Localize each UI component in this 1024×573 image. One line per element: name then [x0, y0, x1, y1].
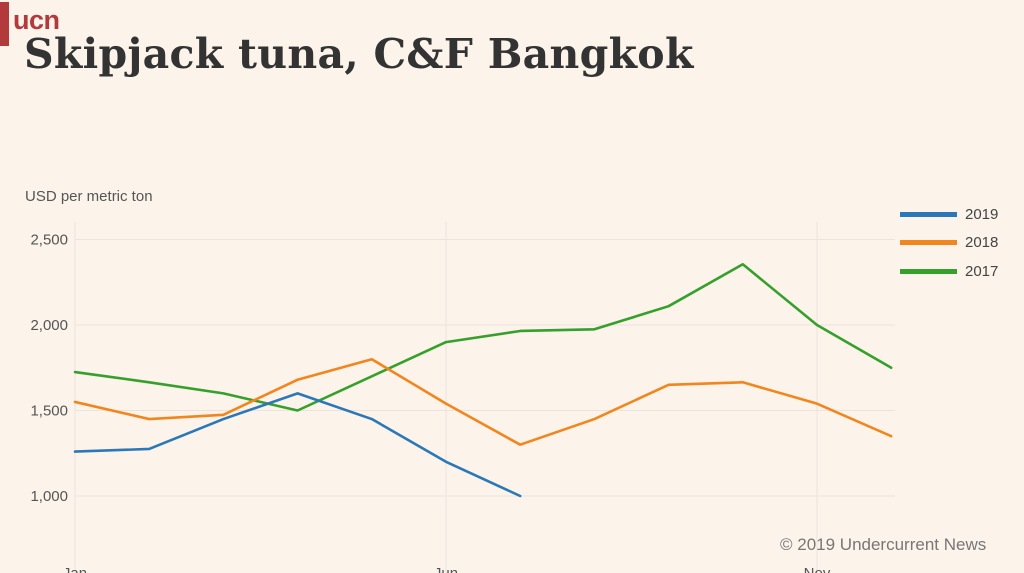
- legend-swatch: [900, 240, 957, 246]
- legend-item-2017: 2017: [900, 257, 998, 286]
- legend-swatch: [900, 211, 957, 217]
- ucn-logo: ucn: [0, 2, 60, 46]
- chart-title: Skipjack tuna, C&F Bangkok: [24, 30, 694, 78]
- y-tick-label: 2,500: [30, 232, 68, 249]
- legend-label: 2019: [965, 205, 999, 223]
- y-tick-label: 1,500: [30, 403, 68, 420]
- x-tick-label: Jan: [63, 565, 87, 573]
- series-line-2019: [73, 392, 522, 498]
- y-axis-label: USD per metric ton: [25, 188, 153, 205]
- logo-bar: [0, 2, 9, 46]
- legend-item-2018: 2018: [900, 229, 998, 258]
- logo-text: ucn: [13, 5, 60, 35]
- legend-label: 2018: [965, 234, 999, 252]
- y-tick-label: 2,000: [30, 317, 68, 334]
- y-tick-label: 1,000: [30, 488, 68, 505]
- legend-swatch: [900, 268, 957, 274]
- x-tick-label: Nov: [804, 565, 831, 573]
- series-line-2018: [73, 357, 893, 447]
- chart-legend: 2019 2018 2017: [900, 200, 998, 286]
- copyright-text: © 2019 Undercurrent News: [780, 535, 987, 554]
- legend-item-2019: 2019: [900, 200, 998, 229]
- legend-label: 2017: [965, 262, 999, 280]
- series-line-2017: [73, 262, 893, 412]
- x-tick-label: Jun: [434, 565, 458, 573]
